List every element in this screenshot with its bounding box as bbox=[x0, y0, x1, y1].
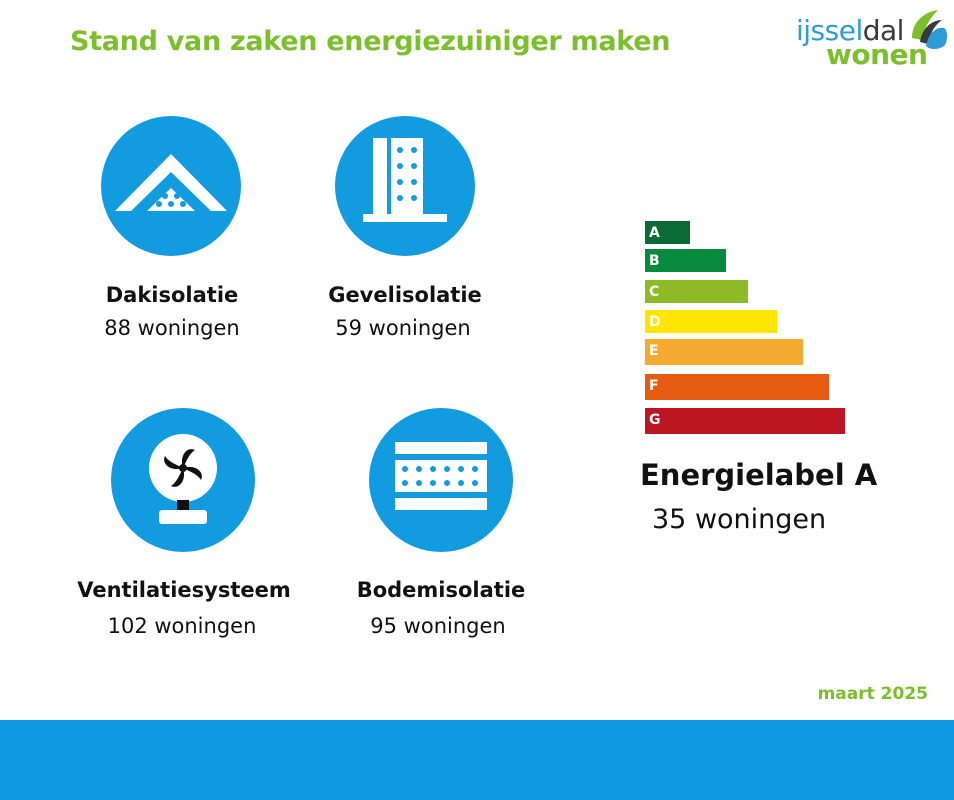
ijsseldal-wonen-logo: ijsseldal wonen bbox=[792, 8, 952, 74]
measure-label: Bodemisolatie bbox=[356, 578, 526, 602]
logo-text: wonen bbox=[826, 38, 928, 71]
footer-band bbox=[0, 720, 954, 800]
energy-label-count: 35 woningen bbox=[652, 504, 827, 535]
logo-text: dal bbox=[862, 14, 905, 47]
roof-insulation-icon bbox=[101, 116, 241, 256]
energy-class-b-bar: B bbox=[645, 249, 726, 272]
measure-count: 59 woningen bbox=[335, 316, 471, 340]
energy-class-g-bar: G bbox=[645, 408, 845, 434]
energy-class-a-bar: A bbox=[645, 221, 690, 244]
energy-class-c-bar: C bbox=[645, 280, 748, 303]
energy-label-title: Energielabel A bbox=[640, 458, 878, 492]
energy-class-e-bar: E bbox=[645, 339, 803, 365]
date-label: maart 2025 bbox=[817, 684, 928, 704]
logo-leaf-icon bbox=[912, 10, 947, 49]
measure-count: 102 woningen bbox=[107, 614, 257, 638]
ventilation-fan-icon bbox=[111, 408, 255, 552]
measure-count: 95 woningen bbox=[370, 614, 506, 638]
energy-class-d-bar: D bbox=[645, 310, 777, 333]
logo-text: ijssel bbox=[796, 14, 863, 47]
facade-insulation-icon bbox=[335, 116, 475, 256]
energy-class-f-bar: F bbox=[645, 374, 829, 400]
measure-label: Gevelisolatie bbox=[328, 283, 482, 307]
measure-label: Ventilatiesysteem bbox=[77, 578, 291, 602]
page-title: Stand van zaken energiezuiniger maken bbox=[70, 26, 671, 57]
measure-label: Dakisolatie bbox=[105, 283, 239, 307]
measure-count: 88 woningen bbox=[104, 316, 240, 340]
floor-insulation-icon bbox=[369, 408, 513, 552]
